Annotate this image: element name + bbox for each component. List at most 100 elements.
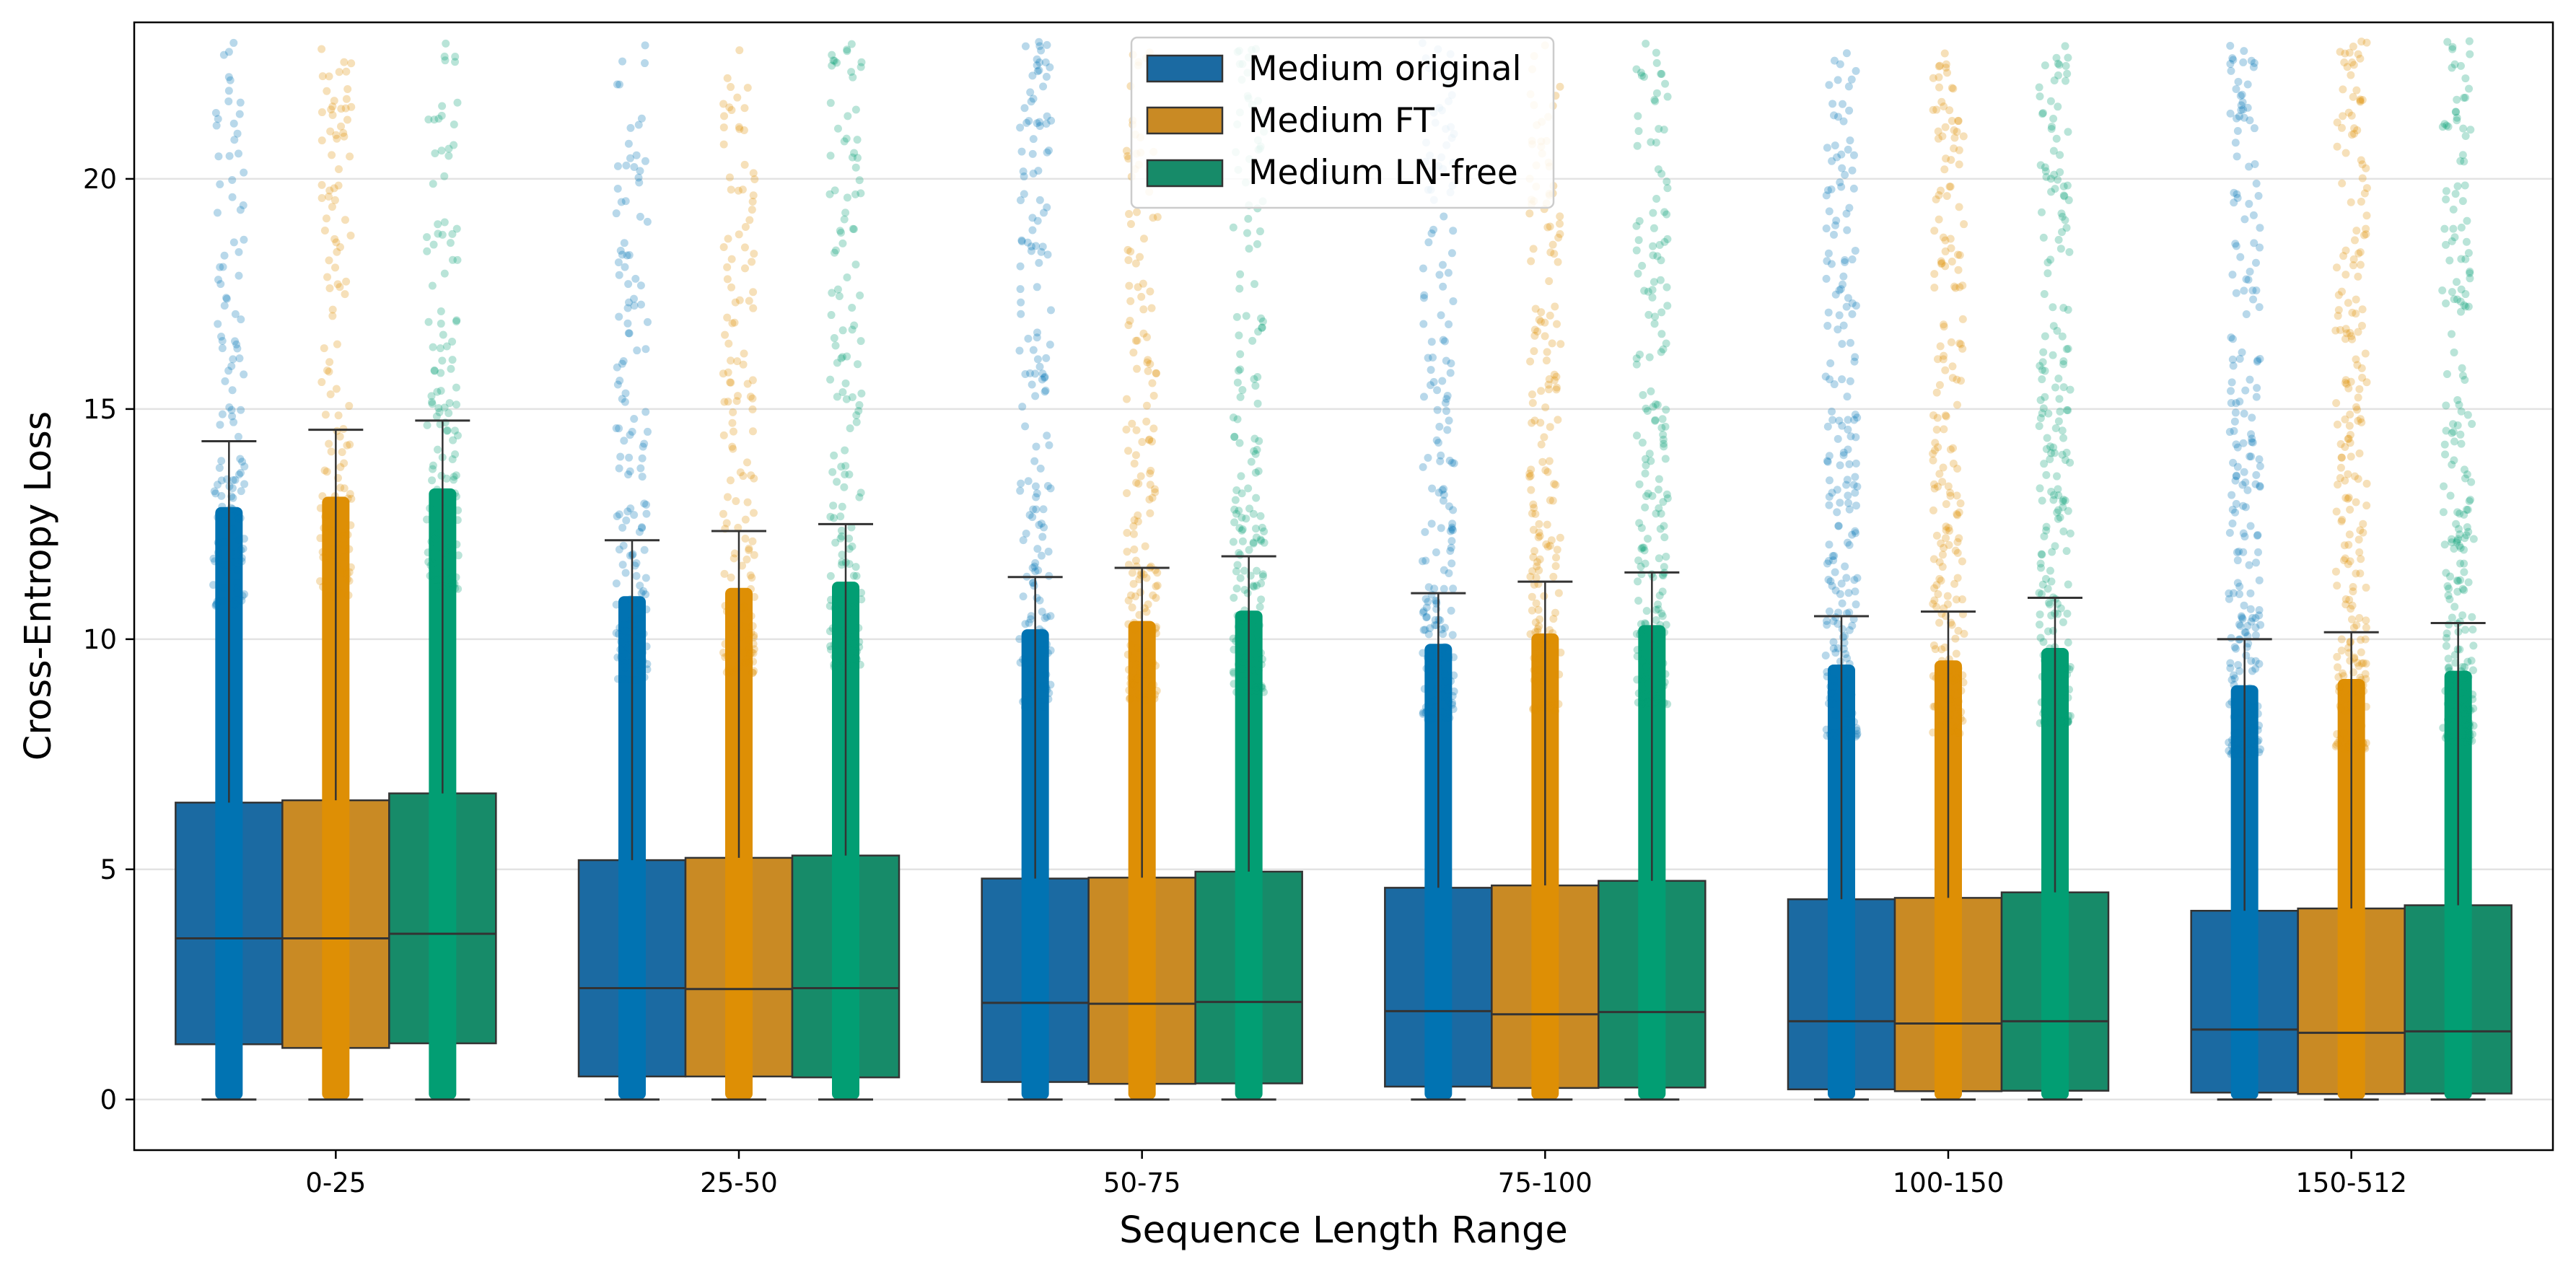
outlier-point [2066,458,2075,467]
outlier-point [439,330,447,339]
outlier-point [2451,108,2460,116]
outlier-point [728,418,737,427]
outlier-point [1233,415,1242,424]
outlier-point [1660,237,1669,246]
outlier-point [2450,456,2458,465]
outlier-point [723,652,732,660]
outlier-point [2056,151,2064,159]
outlier-point [1427,714,1436,723]
outlier-point [1126,693,1134,702]
outlier-point [719,243,728,252]
outlier-point [1551,562,1560,571]
outlier-point [433,445,442,454]
outlier-point [2244,745,2253,753]
outlier-point [2448,330,2456,338]
outlier-point [2040,706,2049,715]
outlier-point [1657,70,1666,79]
outlier-point [828,61,836,70]
outlier-point [2038,496,2046,505]
outlier-point [1256,227,1264,236]
outlier-point [1940,425,1948,434]
outlier-point [2249,295,2258,304]
outlier-point [2251,665,2260,673]
outlier-point [2445,663,2453,672]
outlier-point [830,514,838,522]
outlier-point [827,595,836,604]
outlier-point [1945,524,1953,532]
outlier-point [429,558,437,567]
outlier-point [2248,434,2256,443]
outlier-point [446,239,455,247]
outlier-point [2468,730,2476,739]
outlier-point [621,263,629,271]
outlier-point [840,215,849,224]
outlier-point [2340,58,2349,67]
outlier-point [848,303,857,312]
outlier-point [830,451,838,460]
outlier-point [1122,425,1131,434]
outlier-point [1445,714,1454,722]
outlier-point [437,387,445,395]
outlier-point [1129,679,1138,688]
outlier-point [1949,444,1958,452]
outlier-point [342,95,351,103]
outlier-point [2048,711,2056,720]
outlier-point [1634,698,1642,707]
outlier-point [826,645,835,654]
outlier-point [1528,398,1537,407]
outlier-point [740,160,749,169]
outlier-point [448,337,457,346]
outlier-point [2353,658,2362,667]
outlier-point [1652,195,1661,203]
outlier-point [1660,563,1668,571]
outlier-point [220,584,229,592]
outlier-point [2233,190,2241,198]
outlier-point [2457,734,2466,742]
outlier-point [2357,38,2366,46]
outlier-point [330,520,338,529]
outlier-point [1437,653,1446,662]
outlier-point [745,297,753,305]
outlier-point [2037,698,2046,706]
outlier-point [343,575,351,584]
outlier-point [1844,491,1852,500]
outlier-point [1526,630,1535,639]
outlier-point [430,115,439,124]
outlier-point [1253,683,1261,692]
outlier-point [2341,442,2349,451]
outlier-point [2453,536,2461,545]
outlier-point [2240,601,2248,610]
outlier-point [1033,283,1041,291]
outlier-point [2062,718,2071,727]
outlier-point [2237,612,2246,621]
outlier-point [1236,270,1245,279]
outlier-point [1443,685,1452,694]
outlier-point [747,584,755,593]
outlier-point [341,104,350,113]
outlier-point [1844,294,1852,302]
outlier-point [1824,575,1833,584]
outlier-point [1037,46,1046,55]
outlier-point [2442,187,2450,196]
outlier-point [1130,618,1139,627]
outlier-point [1235,439,1244,447]
outlier-point [332,385,341,393]
outlier-point [2439,724,2448,732]
outlier-point [2239,58,2248,66]
outlier-point [1029,135,1038,144]
outlier-point [736,634,745,642]
outlier-point [451,584,460,592]
outlier-point [1131,660,1140,669]
outlier-point [1531,304,1540,313]
outlier-point [1657,609,1666,618]
outlier-point [1038,702,1046,711]
outlier-point [1844,709,1852,718]
outlier-point [1550,250,1559,258]
outlier-point [1142,333,1151,341]
outlier-point [829,56,838,65]
outlier-point [1841,685,1850,693]
outlier-point [2056,513,2064,522]
outlier-point [225,403,234,412]
outlier-point [1235,284,1244,293]
outlier-point [2362,616,2370,625]
